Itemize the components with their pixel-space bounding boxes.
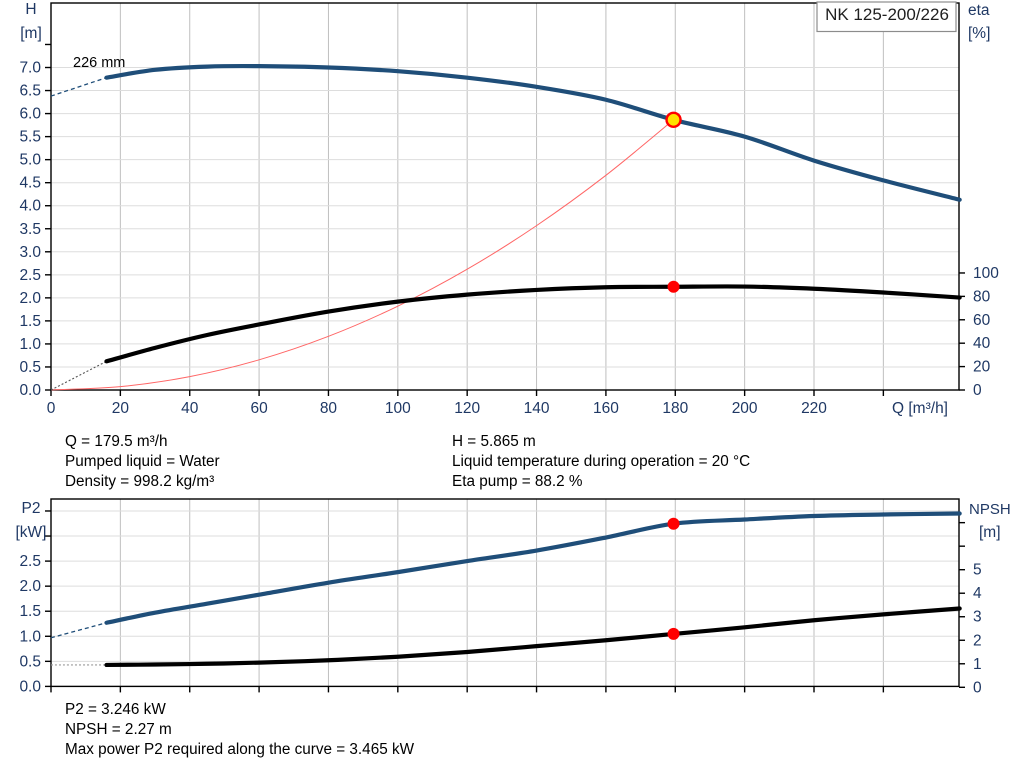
svg-text:20: 20 — [973, 359, 991, 376]
svg-text:100: 100 — [973, 265, 999, 282]
svg-text:140: 140 — [524, 400, 550, 417]
svg-text:1.0: 1.0 — [19, 336, 41, 353]
svg-text:2.5: 2.5 — [19, 553, 41, 570]
svg-text:120: 120 — [454, 400, 480, 417]
svg-text:200: 200 — [732, 400, 758, 417]
svg-text:0.5: 0.5 — [19, 359, 41, 376]
svg-text:40: 40 — [973, 335, 991, 352]
svg-text:220: 220 — [801, 400, 827, 417]
svg-text:0: 0 — [973, 679, 982, 696]
svg-text:6.5: 6.5 — [19, 83, 41, 100]
svg-text:4: 4 — [973, 585, 982, 602]
svg-text:226 mm: 226 mm — [73, 55, 125, 71]
svg-text:80: 80 — [973, 288, 991, 305]
svg-text:0.0: 0.0 — [19, 678, 41, 695]
svg-text:Q [m³/h]: Q [m³/h] — [892, 400, 948, 417]
svg-text:[kW]: [kW] — [16, 524, 47, 541]
svg-text:60: 60 — [973, 312, 991, 329]
svg-text:40: 40 — [181, 400, 199, 417]
svg-text:[%]: [%] — [968, 25, 990, 42]
svg-text:NK 125-200/226: NK 125-200/226 — [825, 5, 949, 24]
svg-text:180: 180 — [662, 400, 688, 417]
svg-text:1.5: 1.5 — [19, 603, 41, 620]
svg-text:[m]: [m] — [979, 524, 1001, 541]
svg-text:3.5: 3.5 — [19, 221, 41, 238]
svg-text:2.0: 2.0 — [19, 290, 41, 307]
svg-text:[m]: [m] — [20, 25, 42, 42]
svg-text:2.0: 2.0 — [19, 578, 41, 595]
svg-text:1: 1 — [973, 656, 982, 673]
svg-text:160: 160 — [593, 400, 619, 417]
svg-text:2: 2 — [973, 632, 982, 649]
svg-text:P2: P2 — [22, 500, 41, 517]
svg-text:NPSH: NPSH — [969, 501, 1011, 518]
svg-text:7.0: 7.0 — [19, 60, 41, 77]
svg-text:5: 5 — [973, 562, 982, 579]
svg-text:eta: eta — [968, 2, 990, 19]
svg-text:0: 0 — [973, 382, 982, 399]
svg-text:5.5: 5.5 — [19, 129, 41, 146]
svg-text:0: 0 — [47, 400, 56, 417]
svg-text:0.5: 0.5 — [19, 653, 41, 670]
svg-text:6.0: 6.0 — [19, 106, 41, 123]
svg-text:3.0: 3.0 — [19, 244, 41, 261]
svg-text:3: 3 — [973, 609, 982, 626]
svg-text:4.5: 4.5 — [19, 175, 41, 192]
svg-text:H: H — [25, 1, 36, 18]
svg-text:60: 60 — [250, 400, 268, 417]
svg-text:100: 100 — [385, 400, 411, 417]
svg-text:5.0: 5.0 — [19, 152, 41, 169]
svg-text:80: 80 — [320, 400, 338, 417]
svg-text:2.5: 2.5 — [19, 267, 41, 284]
svg-text:1.0: 1.0 — [19, 628, 41, 645]
svg-text:1.5: 1.5 — [19, 313, 41, 330]
svg-text:20: 20 — [112, 400, 130, 417]
svg-text:0.0: 0.0 — [19, 382, 41, 399]
svg-text:4.0: 4.0 — [19, 198, 41, 215]
